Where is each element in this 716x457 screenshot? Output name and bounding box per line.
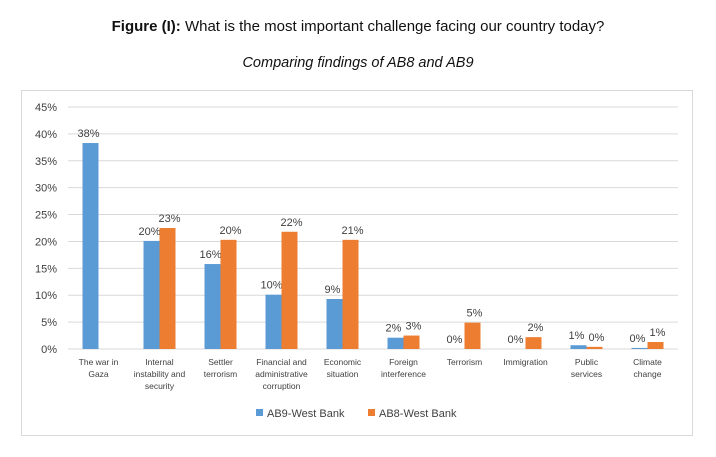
chart-frame <box>21 90 693 436</box>
bar-ab8-west-bank <box>525 337 542 349</box>
data-label: 3% <box>406 321 422 333</box>
data-label: 16% <box>199 249 221 261</box>
data-label: 2% <box>528 322 544 334</box>
data-label: 0% <box>508 334 524 346</box>
y-tick-label: 30% <box>35 183 57 195</box>
y-tick-label: 40% <box>35 129 57 141</box>
figure-title-label: Figure (I): <box>111 18 181 35</box>
figure-subtitle: Comparing findings of AB8 and AB9 <box>242 55 474 71</box>
bar-ab8-west-bank <box>220 239 237 349</box>
data-label: 9% <box>325 284 341 296</box>
x-tick-label: Financial and <box>256 357 307 367</box>
data-label: 20% <box>138 226 160 238</box>
bar-ab9-west-bank <box>570 345 587 349</box>
legend-swatch <box>256 409 263 416</box>
data-label: 20% <box>219 225 241 237</box>
x-tick-label: Economic <box>324 357 362 367</box>
y-tick-label: 0% <box>41 344 57 356</box>
data-label: 0% <box>589 332 605 344</box>
bar-ab8-west-bank <box>647 342 664 349</box>
figure-title-text: What is the most important challenge fac… <box>180 18 605 35</box>
bar-ab8-west-bank <box>281 231 298 349</box>
x-tick-label: instability and <box>134 369 186 379</box>
x-tick-label: Settler <box>208 357 233 367</box>
legend-label: AB8-West Bank <box>379 408 457 420</box>
x-tick-label: corruption <box>263 381 301 391</box>
x-tick-label: change <box>634 369 662 379</box>
data-label: 0% <box>447 334 463 346</box>
x-tick-label: Climate <box>633 357 662 367</box>
bar-ab8-west-bank <box>464 322 481 349</box>
y-tick-label: 25% <box>35 210 57 222</box>
x-tick-label: interference <box>381 369 426 379</box>
x-tick-label: Public <box>575 357 599 367</box>
y-tick-label: 15% <box>35 263 57 275</box>
data-label: 22% <box>280 217 302 229</box>
y-tick-label: 35% <box>35 156 57 168</box>
bar-ab9-west-bank <box>204 264 221 349</box>
x-tick-label: services <box>571 369 602 379</box>
data-label: 1% <box>650 327 666 339</box>
x-tick-label: Gaza <box>88 369 109 379</box>
data-label: 10% <box>260 280 282 292</box>
bar-ab9-west-bank <box>265 294 282 349</box>
data-label: 21% <box>341 225 363 237</box>
bar-ab9-west-bank <box>326 298 343 349</box>
legend-swatch <box>368 409 375 416</box>
bar-ab9-west-bank <box>631 347 648 349</box>
bar-ab8-west-bank <box>403 335 420 349</box>
data-label: 1% <box>569 330 585 342</box>
data-label: 38% <box>77 128 99 140</box>
bar-ab9-west-bank <box>387 337 404 349</box>
bar-ab8-west-bank <box>159 228 176 349</box>
x-tick-label: The war in <box>79 357 119 367</box>
y-tick-label: 10% <box>35 290 57 302</box>
data-label: 23% <box>158 213 180 225</box>
x-tick-label: Terrorism <box>447 357 482 367</box>
bar-ab8-west-bank <box>586 346 603 349</box>
x-tick-label: Internal <box>145 357 173 367</box>
data-label: 2% <box>386 323 402 335</box>
y-tick-label: 5% <box>41 317 57 329</box>
x-tick-label: administrative <box>255 369 308 379</box>
bar-ab9-west-bank <box>82 143 99 349</box>
x-tick-label: security <box>145 381 175 391</box>
bar-ab8-west-bank <box>342 239 359 349</box>
x-tick-label: Immigration <box>503 357 548 367</box>
y-tick-label: 20% <box>35 236 57 248</box>
legend-label: AB9-West Bank <box>267 408 345 420</box>
figure-title: Figure (I): What is the most important c… <box>0 18 716 35</box>
data-label: 5% <box>467 308 483 320</box>
bar-ab9-west-bank <box>143 240 160 349</box>
x-tick-label: terrorism <box>204 369 238 379</box>
x-tick-label: situation <box>327 369 359 379</box>
y-tick-label: 45% <box>35 102 57 114</box>
x-tick-label: Foreign <box>389 357 418 367</box>
data-label: 0% <box>630 333 646 345</box>
